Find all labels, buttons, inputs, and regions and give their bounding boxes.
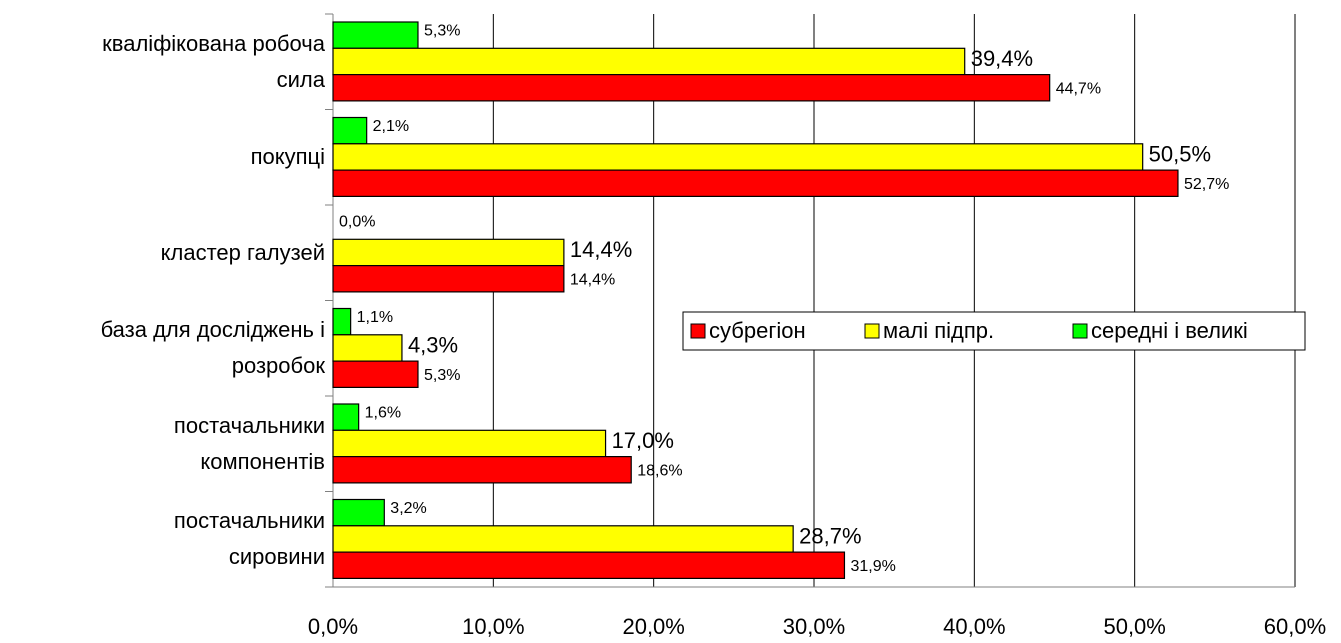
data-label: 14,4% [570, 237, 632, 262]
data-label: 28,7% [799, 523, 861, 548]
x-tick-label: 60,0% [1264, 614, 1326, 639]
x-tick-label: 10,0% [462, 614, 524, 639]
y-tick-label: кваліфікована робоча сила [102, 30, 325, 92]
bar [332, 73, 1051, 102]
data-label: 18,6% [637, 462, 682, 479]
y-tick-label: база для досліджень і розробок [100, 317, 325, 379]
legend-label: малі підпр. [883, 318, 994, 343]
x-tick-label: 0,0% [308, 614, 358, 639]
y-tick-label: постачальники сировини [173, 508, 325, 570]
data-label: 39,4% [971, 46, 1033, 71]
y-tick-label: постачальники компонентів [173, 412, 325, 474]
data-label: 17,0% [612, 428, 674, 453]
data-label: 5,3% [424, 367, 460, 384]
legend-label: субрегіон [709, 318, 806, 343]
bar [332, 21, 419, 49]
bar [332, 360, 419, 389]
bar [332, 47, 966, 76]
data-label: 5,3% [424, 22, 460, 39]
data-label: 14,4% [570, 271, 615, 288]
data-label: 2,1% [373, 118, 409, 135]
data-label: 0,0% [339, 213, 375, 230]
x-tick-label: 50,0% [1103, 614, 1165, 639]
bar [332, 169, 1179, 198]
bar [332, 143, 1144, 171]
bar [332, 116, 368, 145]
data-label: 1,1% [357, 309, 393, 326]
x-tick-label: 20,0% [622, 614, 684, 639]
legend-label: середні і великі [1091, 318, 1248, 343]
bar [332, 334, 403, 362]
y-tick-label: покупці [250, 144, 325, 170]
data-label: 50,5% [1149, 141, 1211, 166]
legend-swatch [690, 323, 706, 339]
bar [332, 456, 632, 484]
bar [332, 551, 846, 579]
bar [332, 429, 607, 458]
legend-box [682, 311, 1306, 351]
bar [332, 265, 565, 293]
legend-swatch [864, 323, 880, 339]
bar [332, 525, 794, 553]
legend-swatch [1072, 323, 1088, 339]
bar [332, 238, 565, 267]
x-tick-label: 40,0% [943, 614, 1005, 639]
data-label: 3,2% [390, 500, 426, 517]
data-label: 4,3% [408, 332, 458, 357]
bar [332, 403, 360, 431]
x-tick-label: 30,0% [783, 614, 845, 639]
data-label: 44,7% [1056, 80, 1101, 97]
bar [332, 498, 385, 527]
data-label: 52,7% [1184, 176, 1229, 193]
y-tick-label: кластер галузей [160, 239, 325, 265]
data-label: 31,9% [850, 558, 895, 575]
data-label: 1,6% [365, 404, 401, 421]
bar [332, 307, 352, 336]
